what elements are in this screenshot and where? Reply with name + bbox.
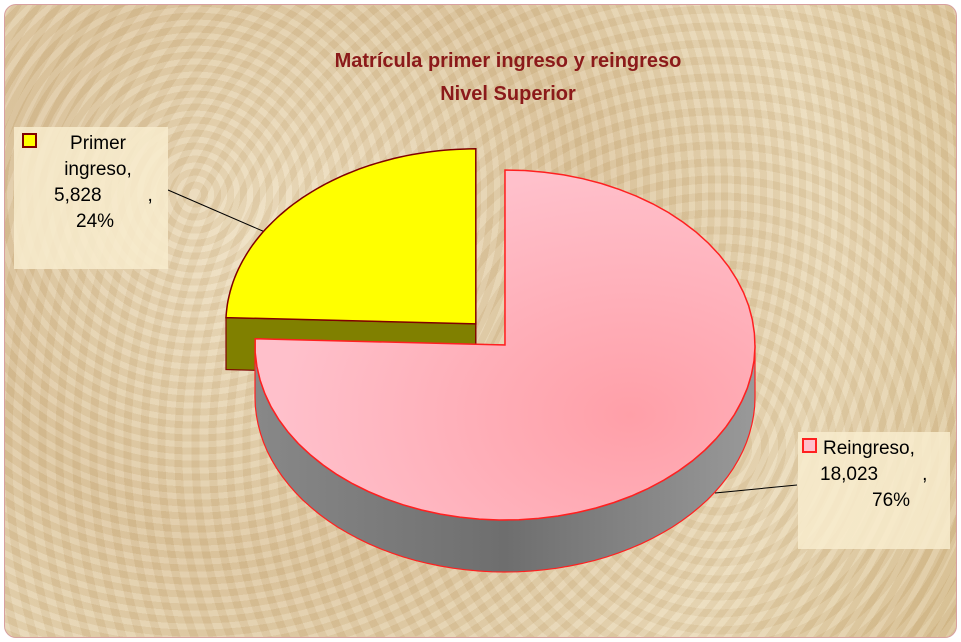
separator: , [922,464,928,485]
separator: , [126,159,132,180]
category-label: Reingreso [823,438,910,459]
separator: , [909,438,915,459]
legend-key [22,133,37,148]
chart-subtitle: Nivel Superior [440,83,576,105]
pie-slice [225,148,477,325]
pie-slice [254,169,756,521]
chart-title: Matrícula primer ingreso y reingreso [335,50,682,72]
legend-key [802,438,817,453]
value-label: 18,023 [820,464,879,485]
value-label: 5,828 [54,185,102,206]
leader-line [714,484,798,494]
label-value-line: 5,828, [14,183,168,209]
percentage-label: 76% [872,490,911,511]
leader-line [167,189,266,233]
percentage-label: 24% [76,211,115,232]
data-label: Reingreso, 18,023, 76% [798,432,950,549]
category-label: Primer ingreso [64,133,127,180]
data-label: Primer ingreso, 5,828, 24% [14,127,168,269]
separator: , [147,185,153,206]
label-name: Primer ingreso, [43,131,153,183]
